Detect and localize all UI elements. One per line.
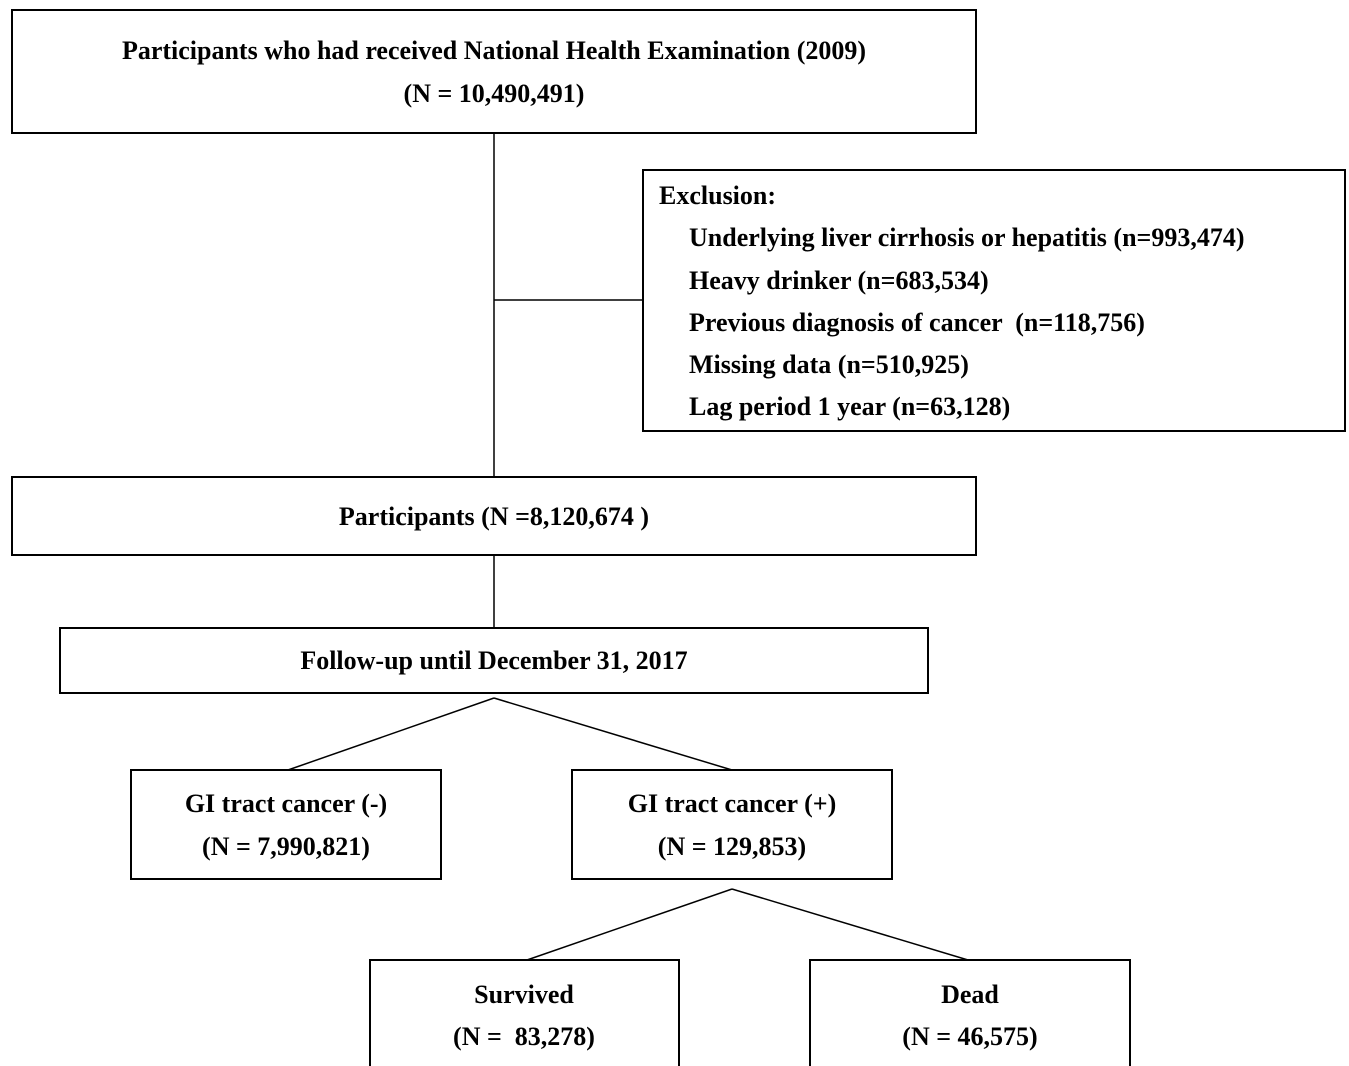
box-text: Dead (941, 980, 999, 1009)
box-text: GI tract cancer (+) (628, 789, 837, 818)
box (11, 9, 977, 134)
exclusion-item: Previous diagnosis of cancer (n=118,756) (689, 308, 1145, 337)
exclusion-box (642, 169, 1346, 432)
box-text: (N = 10,490,491) (404, 79, 585, 108)
connector (493, 697, 733, 771)
box-text: Participants (N =8,120,674 ) (339, 502, 649, 531)
exclusion-title: Exclusion: (659, 181, 776, 210)
box-text: GI tract cancer (-) (185, 789, 387, 818)
box-text: Survived (474, 980, 574, 1009)
exclusion-item: Underlying liver cirrhosis or hepatitis … (689, 223, 1245, 252)
exclusion-item: Missing data (n=510,925) (689, 350, 969, 379)
connector (526, 888, 733, 961)
exclusion-item: Heavy drinker (n=683,534) (689, 266, 989, 295)
connector (731, 888, 969, 961)
box (11, 476, 977, 556)
box-text: (N = 129,853) (658, 832, 806, 861)
exclusion-item: Lag period 1 year (n=63,128) (689, 392, 1010, 421)
box-text: (N = 7,990,821) (202, 832, 370, 861)
box-text: Follow-up until December 31, 2017 (300, 646, 687, 675)
box (369, 959, 680, 1066)
box-text: (N = 83,278) (453, 1022, 595, 1051)
box (571, 769, 893, 880)
box (809, 959, 1131, 1066)
box-text: (N = 46,575) (902, 1022, 1037, 1051)
box (59, 627, 929, 694)
connector (287, 697, 495, 771)
box (130, 769, 442, 880)
box-text: Participants who had received National H… (122, 36, 866, 65)
